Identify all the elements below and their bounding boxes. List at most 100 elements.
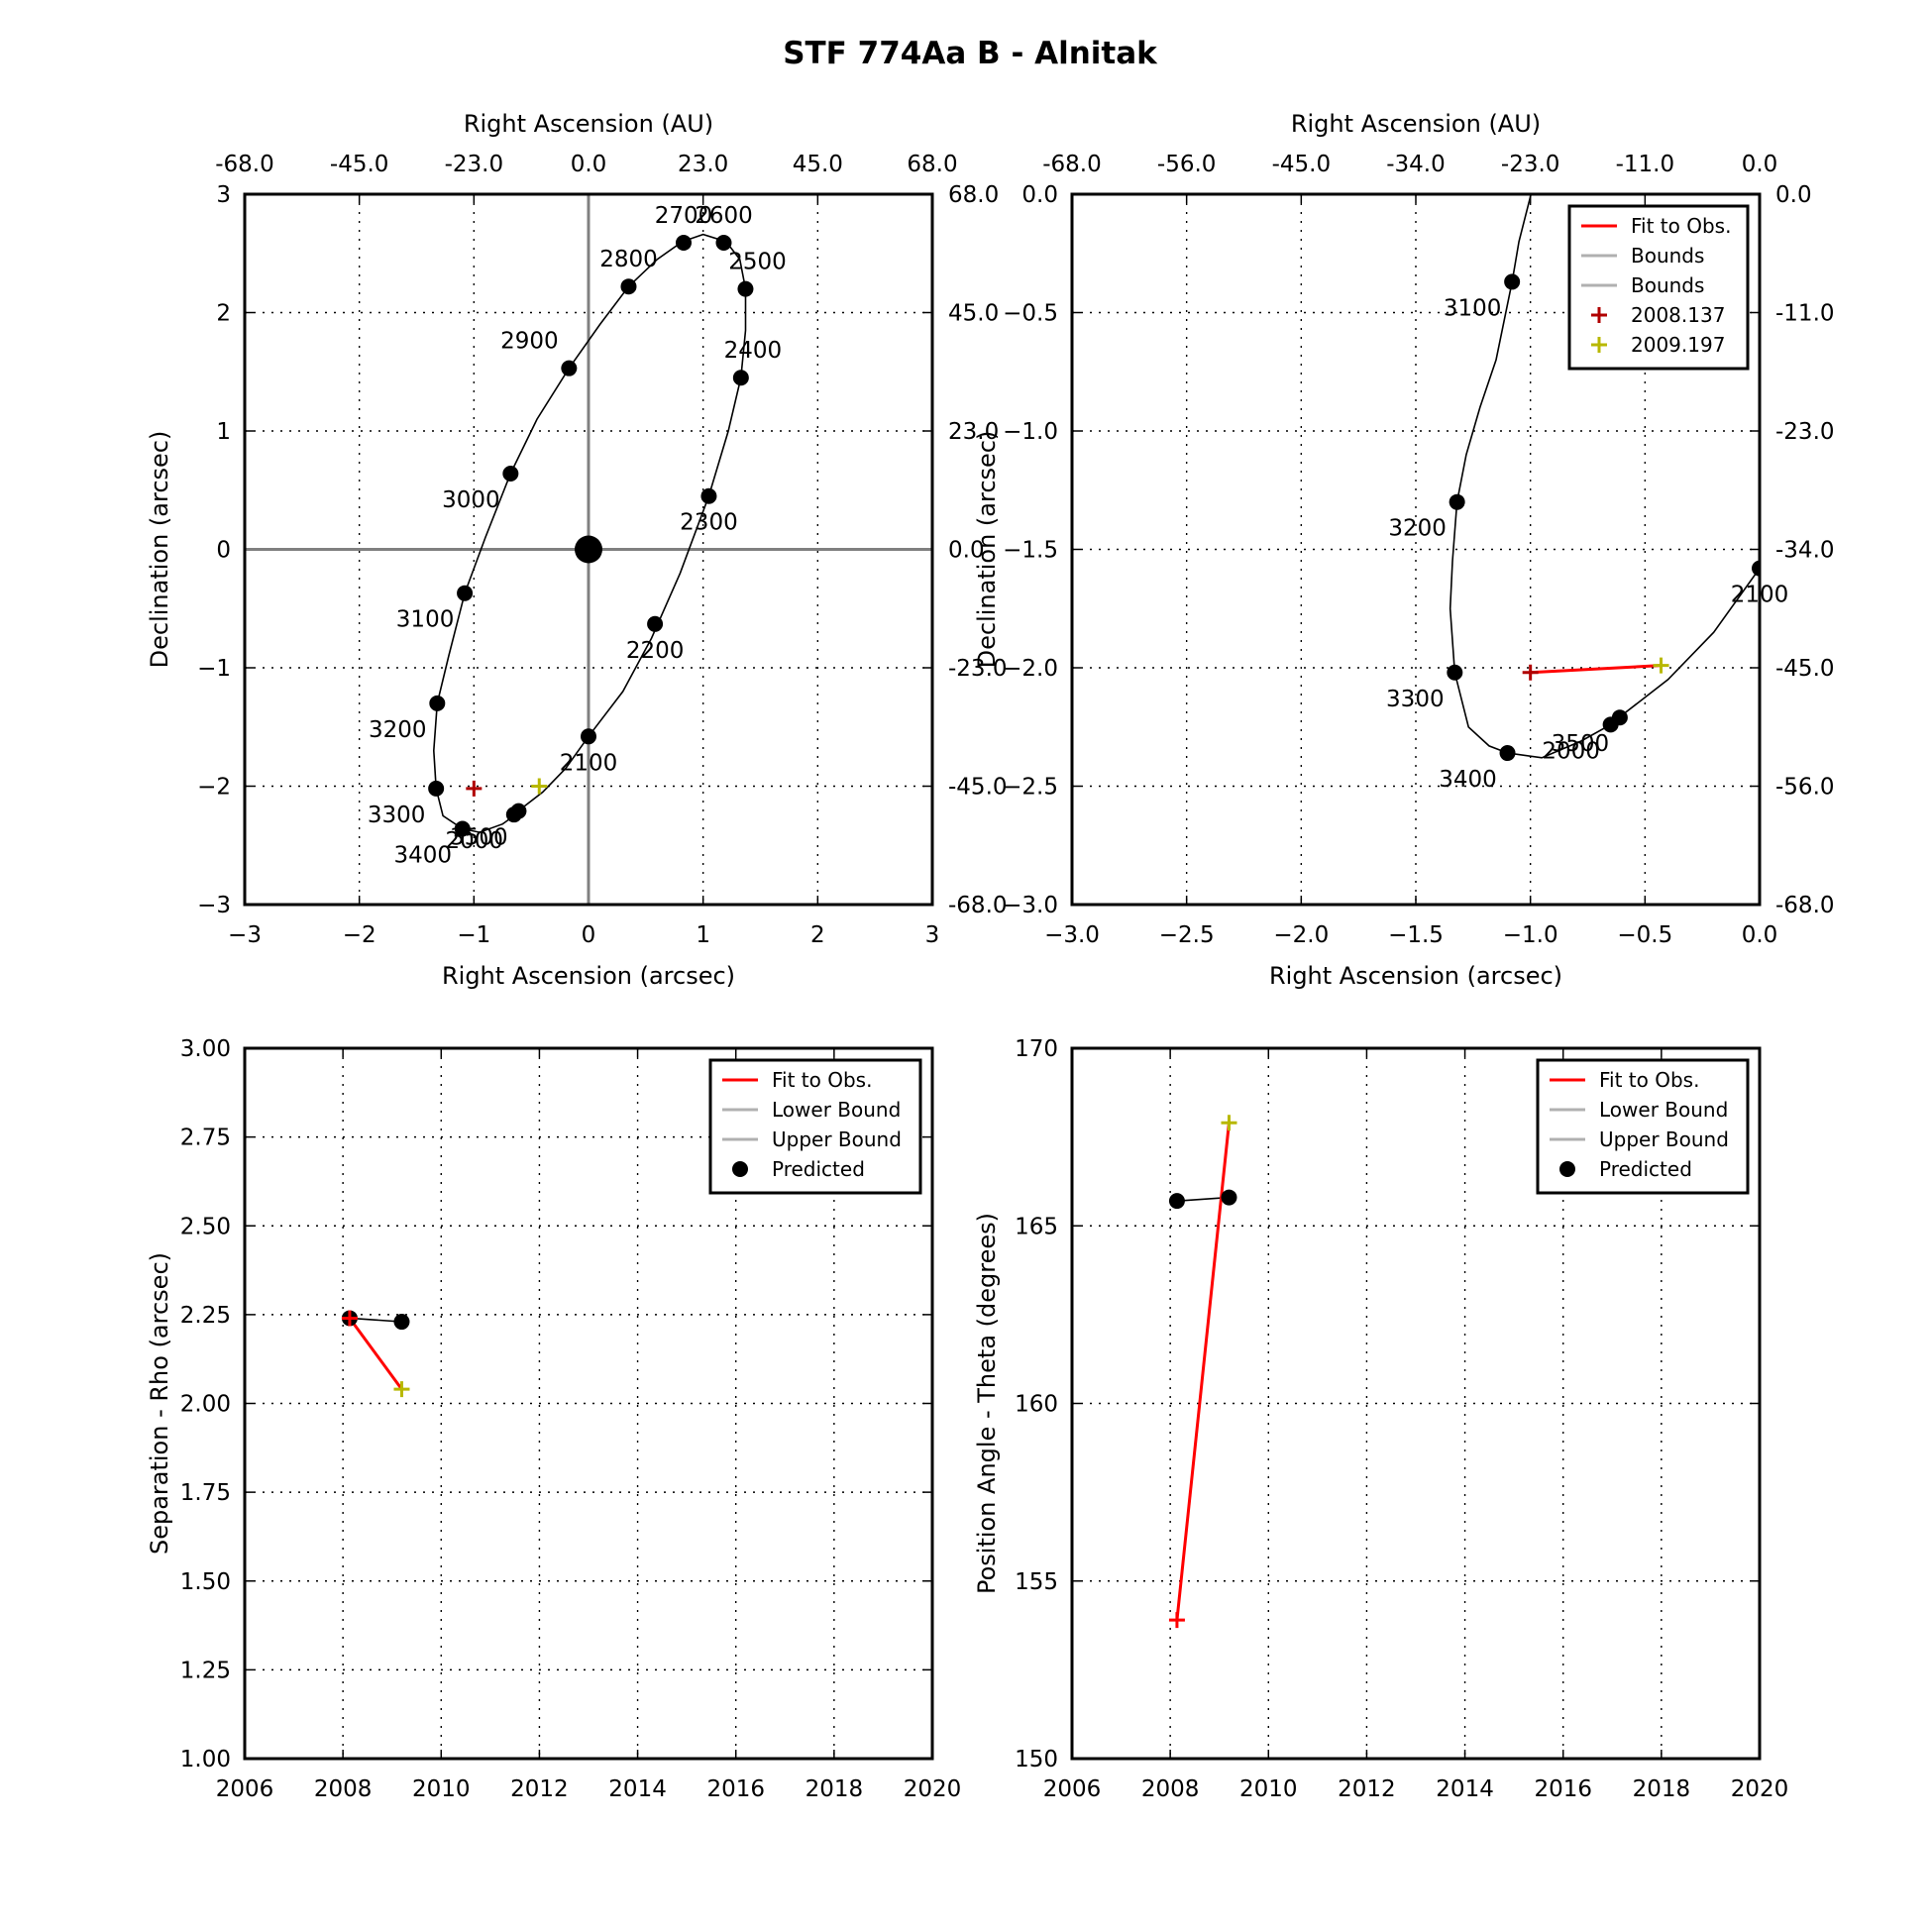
x-tick-label: 2: [810, 922, 825, 948]
y-tick-label: −2.0: [1003, 656, 1058, 682]
x-tick-label: −2.5: [1159, 922, 1215, 948]
y-tick-label: 2.00: [180, 1392, 231, 1418]
legend-label: 2009.197: [1631, 333, 1725, 357]
right-tick-label: -45.0: [948, 775, 1008, 801]
point-label: 2300: [680, 510, 738, 536]
x-tick-label: −3.0: [1044, 922, 1100, 948]
point-label: 3100: [1444, 295, 1502, 321]
right-tick-label: -23.0: [1775, 419, 1835, 445]
observation-marker: [1653, 657, 1669, 674]
fit-line: [348, 1317, 403, 1391]
y-tick-label: 2.50: [180, 1214, 231, 1239]
top-axis-label: Right Ascension (AU): [1291, 110, 1541, 138]
y-tick-label: −2.5: [1003, 775, 1058, 801]
x-tick-label: −0.5: [1617, 922, 1672, 948]
y-tick-label: 2.25: [180, 1303, 231, 1329]
observation-marker: [1168, 1612, 1185, 1629]
point-label: 2600: [695, 203, 753, 229]
right-tick-label: 45.0: [948, 301, 999, 327]
y-axis-label: Declination (arcsec): [146, 431, 173, 669]
x-axis-label: Right Ascension (arcsec): [1269, 962, 1562, 990]
chart-position_angle: 2006 2008 2010 2012 2014 2016 2018 2020 150 155 16…: [973, 1036, 1788, 1802]
top-axis-label: Right Ascension (AU): [464, 110, 713, 138]
x-tick-label: 2016: [1534, 1776, 1592, 1802]
point-label: 2500: [728, 250, 787, 275]
legend-key-observation: [1591, 307, 1607, 323]
x-tick-label: 3: [925, 922, 940, 948]
top-tick-label: -23.0: [1501, 152, 1560, 177]
y-tick-label: −0.5: [1003, 301, 1058, 327]
figure-title: STF 774Aa B - Alnitak: [783, 36, 1158, 71]
y-tick-label: 1.25: [180, 1658, 231, 1683]
y-tick-label: 1.00: [180, 1747, 231, 1772]
primary-star: [575, 535, 602, 564]
x-tick-label: 2014: [608, 1776, 667, 1802]
y-axis-label: Separation - Rho (arcsec): [146, 1252, 173, 1555]
point-label: 3100: [396, 607, 455, 633]
observation-marker: [1522, 664, 1539, 681]
predicted-point: [581, 728, 596, 745]
observation-marker: [466, 780, 483, 797]
right-tick-label: -56.0: [1775, 775, 1835, 801]
top-tick-label: 68.0: [907, 152, 957, 177]
y-tick-label: 160: [1015, 1392, 1058, 1418]
y-tick-label: −1.0: [1003, 419, 1058, 445]
predicted-point: [1449, 493, 1465, 510]
y-axis-label: Position Angle - Theta (degrees): [973, 1213, 1001, 1594]
axes-frame: [1070, 192, 1762, 907]
legend-key-predicted: [732, 1161, 748, 1177]
point-label: 3000: [442, 487, 500, 513]
y-tick-label: 155: [1015, 1569, 1058, 1595]
right-tick-label: -11.0: [1775, 301, 1835, 327]
top-tick-label: 45.0: [793, 152, 843, 177]
x-tick-label: −2.0: [1273, 922, 1329, 948]
point-label: 2800: [599, 247, 658, 272]
point-label: 3300: [368, 803, 426, 828]
y-tick-label: 3: [216, 182, 231, 208]
orbit-curve: [432, 233, 747, 833]
point-label: 3500: [450, 825, 508, 851]
predicted-point: [715, 234, 732, 251]
right-tick-label: 23.0: [948, 419, 999, 445]
top-tick-label: -23.0: [445, 152, 504, 177]
predicted-point: [428, 780, 445, 797]
predicted-point: [737, 280, 754, 297]
point-label: 3300: [1386, 687, 1445, 712]
legend-label: Predicted: [1599, 1157, 1692, 1181]
top-tick-label: -45.0: [1272, 152, 1332, 177]
x-tick-label: 2008: [314, 1776, 373, 1802]
point-label: 3400: [393, 843, 452, 869]
x-tick-label: 2020: [904, 1776, 962, 1802]
observation-marker: [393, 1381, 410, 1398]
observation-marker: [531, 778, 548, 795]
legend-key-predicted: [1559, 1161, 1575, 1177]
legend-label: Predicted: [772, 1157, 865, 1181]
right-tick-label: -23.0: [948, 656, 1008, 682]
x-tick-label: 2012: [1338, 1776, 1396, 1802]
predicted-point: [1447, 664, 1463, 681]
y-tick-label: 165: [1015, 1214, 1058, 1239]
y-tick-label: −3: [197, 893, 231, 918]
x-tick-label: 2014: [1436, 1776, 1494, 1802]
point-label: 2900: [500, 329, 559, 355]
right-tick-label: 0.0: [1775, 182, 1812, 208]
legend-label: Lower Bound: [1599, 1098, 1728, 1122]
y-tick-label: 170: [1015, 1036, 1058, 1062]
top-tick-label: 23.0: [678, 152, 728, 177]
x-tick-label: 2008: [1141, 1776, 1200, 1802]
predicted-point: [561, 360, 578, 376]
plot-area: [341, 1310, 410, 1398]
x-tick-label: 2010: [412, 1776, 471, 1802]
legend-key-observation: [1591, 337, 1607, 353]
x-tick-label: −2: [343, 922, 376, 948]
y-tick-label: −1: [197, 656, 231, 682]
legend: Fit to Obs. Lower Bound Upper Bound Predict…: [708, 1058, 922, 1195]
x-tick-label: 2006: [216, 1776, 274, 1802]
legend-label: Upper Bound: [1599, 1127, 1729, 1151]
y-tick-label: 2: [216, 301, 231, 327]
legend: Fit to Obs. Lower Bound Upper Bound Predict…: [1536, 1058, 1750, 1195]
top-tick-label: -34.0: [1386, 152, 1446, 177]
legend-label: 2008.137: [1631, 303, 1725, 327]
point-label: 2000: [446, 828, 504, 854]
x-tick-label: 2010: [1239, 1776, 1298, 1802]
